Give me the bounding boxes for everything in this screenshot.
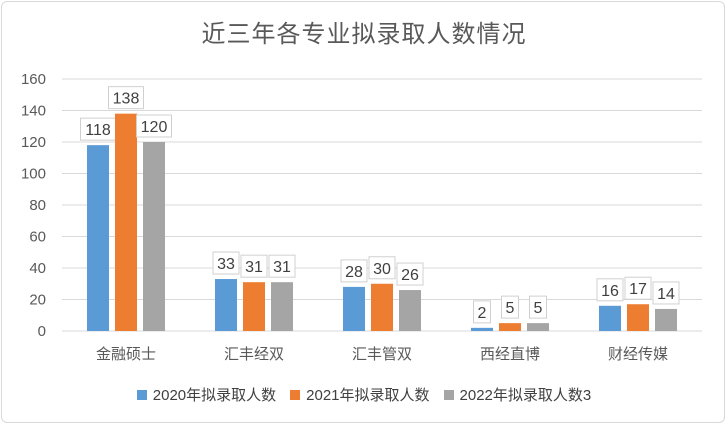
chart-title: 近三年各专业拟录取人数情况 — [201, 20, 527, 48]
x-tick-label: 汇丰管双 — [352, 345, 412, 363]
data-label-box — [240, 254, 268, 278]
data-label-box — [529, 295, 547, 319]
bar — [655, 308, 677, 331]
bar — [599, 305, 621, 331]
data-label: 31 — [273, 259, 291, 276]
data-label: 120 — [141, 119, 168, 136]
bar — [399, 290, 421, 331]
bar — [243, 282, 265, 331]
bar — [143, 142, 165, 331]
bar — [627, 304, 649, 331]
y-tick-label: 100 — [21, 166, 46, 183]
data-label-box — [501, 295, 519, 319]
data-label: 28 — [345, 264, 363, 281]
data-label-box — [596, 278, 624, 302]
data-label-box — [108, 86, 144, 110]
x-tick-label: 金融硕士 — [96, 345, 156, 363]
y-tick-label: 160 — [21, 71, 46, 88]
bar — [343, 286, 365, 331]
x-tick-label: 西经直博 — [480, 345, 540, 363]
y-tick-label: 0 — [38, 323, 46, 340]
data-label-box — [396, 262, 424, 286]
y-tick-label: 60 — [29, 229, 46, 246]
legend-item: 2021年拟录取人数 — [290, 384, 430, 405]
data-label-box — [368, 256, 396, 280]
y-tick-label: 20 — [29, 292, 46, 309]
data-label-box — [624, 276, 652, 300]
data-label: 16 — [601, 283, 619, 300]
legend-label: 2020年拟录取人数 — [152, 387, 277, 404]
bar — [527, 323, 549, 331]
data-label: 30 — [373, 261, 391, 278]
bar — [271, 282, 293, 331]
bar — [471, 327, 493, 331]
x-tick-label: 财经传媒 — [608, 345, 668, 363]
bar — [87, 145, 109, 331]
data-label-box — [473, 300, 491, 324]
legend-item: 2020年拟录取人数 — [136, 384, 277, 405]
x-tick-label: 汇丰经双 — [224, 345, 284, 363]
bar — [215, 279, 237, 331]
legend-item: 2022年拟录取人数3 — [443, 384, 592, 405]
data-label-box — [136, 114, 172, 138]
data-label-box — [212, 251, 240, 275]
bar — [371, 283, 393, 331]
data-label: 2 — [478, 305, 487, 322]
data-label: 138 — [113, 91, 140, 108]
data-label: 118 — [85, 122, 111, 139]
data-label: 5 — [534, 300, 543, 317]
legend-swatch — [290, 389, 301, 400]
y-tick-label: 40 — [29, 260, 46, 277]
data-label: 26 — [401, 267, 419, 284]
legend-label: 2022年拟录取人数3 — [459, 387, 592, 404]
bar — [499, 323, 521, 331]
data-label: 31 — [245, 259, 263, 276]
data-label: 17 — [629, 281, 647, 298]
bar — [115, 113, 137, 332]
y-tick-label: 80 — [29, 197, 46, 214]
legend-label: 2021年拟录取人数 — [306, 387, 430, 404]
legend-swatch — [136, 389, 147, 400]
y-tick-label: 140 — [21, 103, 46, 120]
legend-swatch — [443, 389, 454, 400]
data-label: 33 — [217, 256, 235, 273]
data-label: 14 — [657, 286, 675, 303]
data-label-box — [340, 259, 368, 283]
chart-legend: 2020年拟录取人数 2021年拟录取人数 2022年拟录取人数3 — [2, 384, 726, 405]
data-label-box — [652, 281, 680, 305]
y-tick-label: 120 — [21, 134, 46, 151]
data-label-box — [268, 254, 296, 278]
data-label: 5 — [506, 300, 515, 317]
